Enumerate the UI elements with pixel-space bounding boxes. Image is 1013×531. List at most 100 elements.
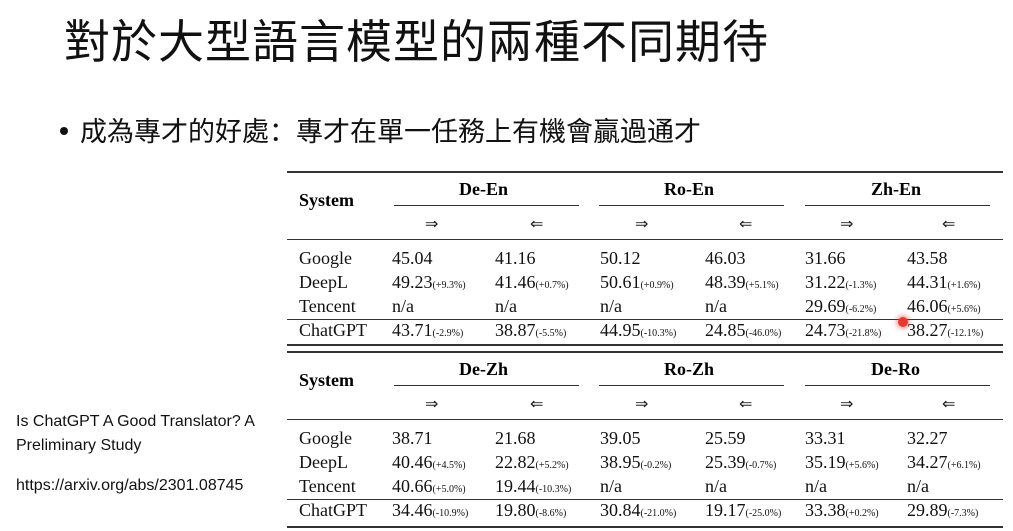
table-cell: 46.06(+5.6%) <box>907 296 981 317</box>
cell-value: 46.06 <box>907 296 948 316</box>
cell-delta: (+5.2%) <box>535 460 569 471</box>
cell-value: 19.80 <box>495 500 536 520</box>
table-system-header: System <box>299 190 354 210</box>
cell-value: 41.46 <box>495 272 536 292</box>
cell-delta: (+5.6%) <box>845 460 879 471</box>
cell-value: 40.46 <box>392 452 433 472</box>
table-system-name: ChatGPT <box>299 320 368 340</box>
cell-delta: (-0.2%) <box>640 460 672 471</box>
cell-delta: (+0.7%) <box>535 280 569 291</box>
language-pair-header: De-En <box>459 179 508 199</box>
cell-delta: (-12.1%) <box>947 328 984 339</box>
table-cell: 39.05 <box>600 428 641 449</box>
cell-value: 38.27 <box>907 320 948 340</box>
table-system-name: Tencent <box>299 296 356 316</box>
table-cell: 40.66(+5.0%) <box>392 476 466 497</box>
cell-value: n/a <box>392 296 414 316</box>
results-table: System De-Zh Ro-Zh De-Ro ⇒ ⇐ ⇒ ⇐ ⇒ ⇐ Google 38.71 21… <box>287 350 1003 530</box>
cell-value: 29.89 <box>907 500 948 520</box>
left-arrow-icon: ⇐ <box>739 396 753 413</box>
cell-value: n/a <box>495 296 517 316</box>
left-arrow-icon: ⇐ <box>942 216 956 233</box>
table-cell: 24.85(-46.0%) <box>705 320 781 341</box>
reference-url[interactable]: https://arxiv.org/abs/2301.08745 <box>16 477 244 494</box>
pair-underline <box>394 205 579 206</box>
cell-delta: (+5.6%) <box>947 304 981 315</box>
cell-value: n/a <box>907 476 929 496</box>
language-pair-header: De-Zh <box>459 359 508 379</box>
cell-value: n/a <box>705 476 727 496</box>
left-arrow-icon: ⇐ <box>530 396 544 413</box>
table-header-rule <box>287 239 1003 240</box>
cell-value: 50.61 <box>600 272 641 292</box>
table-cell: 33.38(+0.2%) <box>805 500 879 521</box>
table-cell: n/a <box>907 476 929 497</box>
table-cell: 38.27(-12.1%) <box>907 320 983 341</box>
cell-value: 41.16 <box>495 248 536 268</box>
table-bottom-rule <box>287 344 1003 346</box>
cell-delta: (+5.0%) <box>432 484 466 495</box>
right-arrow-icon: ⇒ <box>840 216 854 233</box>
table-system-name: Tencent <box>299 476 356 496</box>
cell-value: 48.39 <box>705 272 746 292</box>
right-arrow-icon: ⇒ <box>425 216 439 233</box>
cell-value: 38.87 <box>495 320 536 340</box>
table-cell: 31.66 <box>805 248 846 269</box>
bullet-point: 成為專才的好處：專才在單一任務上有機會贏過通才 <box>60 110 701 149</box>
cell-value: 19.44 <box>495 476 536 496</box>
table-cell: 33.31 <box>805 428 846 449</box>
table-cell: 29.89(-7.3%) <box>907 500 978 521</box>
cell-delta: (+0.9%) <box>640 280 674 291</box>
table-cell: n/a <box>600 476 622 497</box>
cell-value: 29.69 <box>805 296 846 316</box>
cell-delta: (-21.0%) <box>640 508 677 519</box>
table-cell: n/a <box>600 296 622 317</box>
cell-delta: (-10.3%) <box>535 484 572 495</box>
table-system-name: ChatGPT <box>299 500 368 520</box>
language-pair-header: Ro-Zh <box>664 359 715 379</box>
cell-value: 21.68 <box>495 428 536 448</box>
right-arrow-icon: ⇒ <box>635 216 649 233</box>
cell-value: 44.95 <box>600 320 641 340</box>
cell-value: 19.17 <box>705 500 746 520</box>
table-cell: 50.61(+0.9%) <box>600 272 674 293</box>
table-cell: 49.23(+9.3%) <box>392 272 466 293</box>
cell-value: 40.66 <box>392 476 433 496</box>
cell-delta: (+9.3%) <box>432 280 466 291</box>
table-cell: 22.82(+5.2%) <box>495 452 569 473</box>
table-cell: 34.46(-10.9%) <box>392 500 468 521</box>
cell-value: 32.27 <box>907 428 948 448</box>
cell-value: 33.31 <box>805 428 846 448</box>
table-cell: 21.68 <box>495 428 536 449</box>
cell-value: 43.58 <box>907 248 948 268</box>
table-top-rule <box>287 351 1003 353</box>
cell-delta: (-1.3%) <box>845 280 877 291</box>
cell-value: 44.31 <box>907 272 948 292</box>
cell-value: 33.38 <box>805 500 846 520</box>
cell-value: n/a <box>600 476 622 496</box>
cell-value: 35.19 <box>805 452 846 472</box>
cell-delta: (+0.2%) <box>845 508 879 519</box>
table-cell: n/a <box>805 476 827 497</box>
cell-delta: (-8.6%) <box>535 508 567 519</box>
table-system-name: DeepL <box>299 452 348 472</box>
pair-underline <box>599 385 784 386</box>
table-cell: 46.03 <box>705 248 746 269</box>
table-cell: 31.22(-1.3%) <box>805 272 876 293</box>
cell-value: 39.05 <box>600 428 641 448</box>
table-system-name: Google <box>299 248 352 268</box>
chatgpt-separator-rule <box>287 319 1003 320</box>
cell-delta: (-0.7%) <box>745 460 777 471</box>
cell-value: 45.04 <box>392 248 433 268</box>
cell-delta: (-10.3%) <box>640 328 677 339</box>
cell-value: 46.03 <box>705 248 746 268</box>
table-cell: 45.04 <box>392 248 433 269</box>
cell-value: 30.84 <box>600 500 641 520</box>
table-system-header: System <box>299 370 354 390</box>
table-cell: 50.12 <box>600 248 641 269</box>
table-cell: 25.39(-0.7%) <box>705 452 776 473</box>
table-bottom-rule <box>287 526 1003 528</box>
cell-delta: (-21.8%) <box>845 328 882 339</box>
table-cell: 41.46(+0.7%) <box>495 272 569 293</box>
table-cell: n/a <box>495 296 517 317</box>
